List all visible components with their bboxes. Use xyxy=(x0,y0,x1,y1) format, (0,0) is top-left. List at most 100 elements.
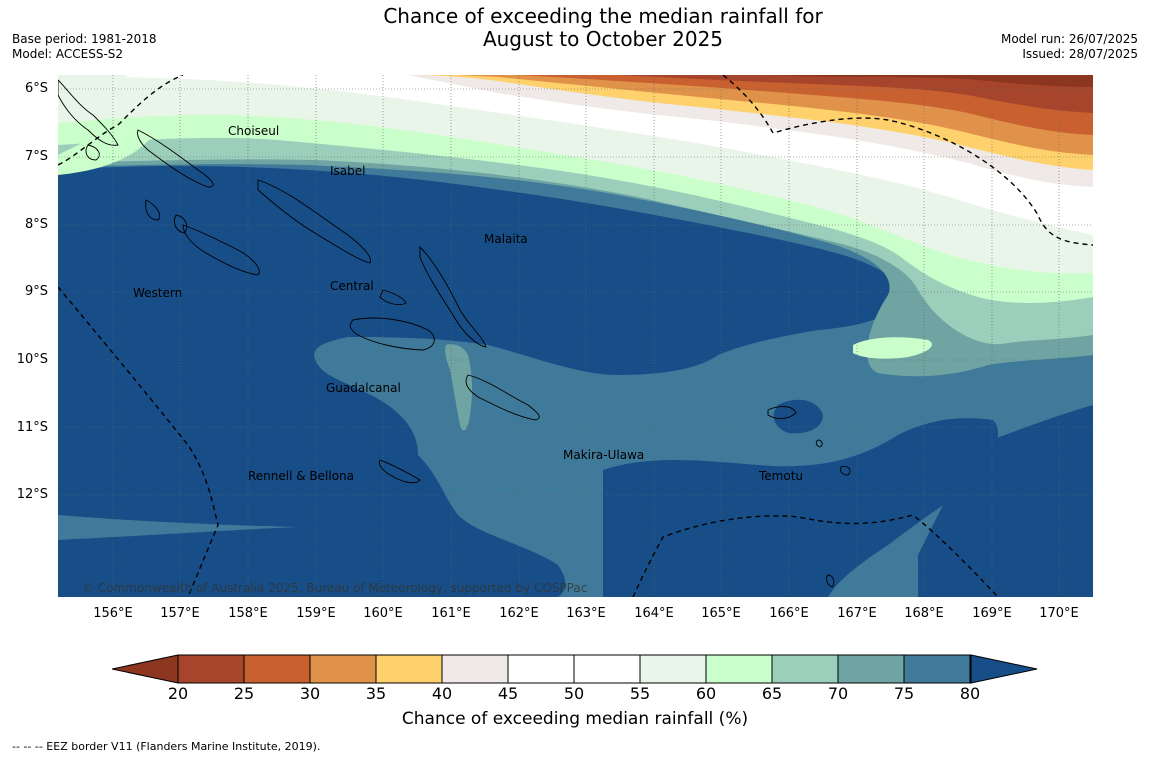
island-makira xyxy=(465,374,540,421)
lon-label: 161°E xyxy=(431,606,471,621)
island-malaita xyxy=(419,245,487,348)
band-80-center-blob xyxy=(773,399,823,434)
island-isabel xyxy=(257,179,371,264)
map-title-line2: August to October 2025 xyxy=(482,27,724,51)
map-title-line1: Chance of exceeding the median rainfall … xyxy=(383,4,823,28)
lon-label: 170°E xyxy=(1039,606,1079,621)
colorbar-tick: 55 xyxy=(629,684,651,703)
colorbar-tick: 60 xyxy=(695,684,717,703)
lon-label: 164°E xyxy=(634,606,674,621)
lon-label: 166°E xyxy=(769,606,809,621)
label-makira-ulawa: Makira-Ulawa xyxy=(563,448,644,462)
colorbar-cell xyxy=(771,654,839,684)
lon-label: 156°E xyxy=(93,606,133,621)
label-temotu: Temotu xyxy=(758,469,803,483)
colorbar-cell xyxy=(309,654,377,684)
band-80-southeast xyxy=(603,418,999,597)
label-central: Central xyxy=(330,279,374,293)
colorbar-tick: 75 xyxy=(893,684,915,703)
island-shortland xyxy=(85,144,100,161)
colorbar-cell xyxy=(573,654,641,684)
colorbar-cell xyxy=(705,654,773,684)
lon-label: 167°E xyxy=(837,606,877,621)
colorbar-tick: 25 xyxy=(233,684,255,703)
band-55-60-topleft xyxy=(58,75,128,123)
colorbar xyxy=(112,654,1038,684)
graticule xyxy=(58,75,1093,597)
band-60-65-topleft xyxy=(58,118,155,175)
lon-label: 157°E xyxy=(160,606,200,621)
model-run-date: Model run: 26/07/2025 xyxy=(1000,32,1138,46)
colorbar-tick: 70 xyxy=(827,684,849,703)
island-vella xyxy=(145,199,161,221)
band-70-75-southwest xyxy=(58,515,298,540)
island-small-2 xyxy=(826,574,835,588)
island-rendova xyxy=(173,214,188,234)
colorbar-cell xyxy=(507,654,575,684)
lat-label: 10°S xyxy=(16,352,48,367)
lon-label: 162°E xyxy=(499,606,539,621)
lon-label: 169°E xyxy=(972,606,1012,621)
colorbar-tick: 50 xyxy=(563,684,585,703)
island-rennell xyxy=(379,459,421,484)
island-santacruz xyxy=(767,406,797,419)
colorbar-tick: 65 xyxy=(761,684,783,703)
colorbar-cell xyxy=(837,654,905,684)
model-name: Model: ACCESS-S2 xyxy=(12,47,124,61)
lat-label: 9°S xyxy=(24,284,48,299)
colorbar-cell xyxy=(243,654,311,684)
band-70-75-guadalcanal xyxy=(445,344,473,431)
band-20-25 xyxy=(618,75,1093,113)
colorbar-tick: 80 xyxy=(959,684,981,703)
lon-label: 159°E xyxy=(296,606,336,621)
colorbar-tick: 35 xyxy=(365,684,387,703)
colorbar-cell xyxy=(639,654,707,684)
colorbar-high-extension xyxy=(970,654,1038,684)
island-bougainville xyxy=(58,79,119,146)
colorbar-tick: 20 xyxy=(167,684,189,703)
label-western: Western xyxy=(133,286,182,300)
lon-label: 168°E xyxy=(904,606,944,621)
label-malaita: Malaita xyxy=(484,232,528,246)
colorbar-cell xyxy=(441,654,509,684)
band-80-southwest xyxy=(58,455,566,597)
island-small-1 xyxy=(815,439,823,448)
eez-legend-note: -- -- -- EEZ border V11 (Flanders Marine… xyxy=(12,740,321,753)
label-isabel: Isabel xyxy=(330,164,365,178)
lon-label: 165°E xyxy=(701,606,741,621)
band-lt-20 xyxy=(758,75,1093,87)
island-guadalcanal xyxy=(349,317,435,351)
lat-label: 12°S xyxy=(16,487,48,502)
lon-label: 160°E xyxy=(363,606,403,621)
colorbar-tick: 40 xyxy=(431,684,453,703)
band-80-east xyxy=(918,405,1093,597)
lat-label: 6°S xyxy=(24,81,48,96)
colorbar-cell xyxy=(177,654,245,684)
island-florida xyxy=(379,289,407,306)
band-60-65-east-blob xyxy=(853,337,932,359)
band-80-north xyxy=(58,166,900,375)
base-period: Base period: 1981-2018 xyxy=(12,32,157,46)
colorbar-low-extension xyxy=(112,654,179,684)
label-rennell-bellona: Rennell & Bellona xyxy=(248,469,354,483)
lon-label: 158°E xyxy=(228,606,268,621)
island-newgeorgia xyxy=(182,224,260,276)
lon-label: 163°E xyxy=(566,606,606,621)
island-choiseul xyxy=(137,129,214,188)
colorbar-tick: 45 xyxy=(497,684,519,703)
lat-label: 11°S xyxy=(16,420,48,435)
lat-label: 8°S xyxy=(24,217,48,232)
colorbar-cell xyxy=(375,654,443,684)
label-guadalcanal: Guadalcanal xyxy=(326,381,401,395)
colorbar-cell xyxy=(903,654,971,684)
lat-label: 7°S xyxy=(24,149,48,164)
copyright-note: © Commonwealth of Australia 2025, Bureau… xyxy=(82,581,587,595)
rainfall-map: Choiseul Isabel Malaita Western Central … xyxy=(58,75,1093,597)
islands xyxy=(58,79,851,588)
label-choiseul: Choiseul xyxy=(228,124,279,138)
colorbar-tick: 30 xyxy=(299,684,321,703)
island-vanikoro xyxy=(839,466,851,476)
band-80-northwest xyxy=(58,337,418,455)
colorbar-label: Chance of exceeding median rainfall (%) xyxy=(401,709,749,729)
issued-date: Issued: 28/07/2025 xyxy=(1022,47,1138,61)
